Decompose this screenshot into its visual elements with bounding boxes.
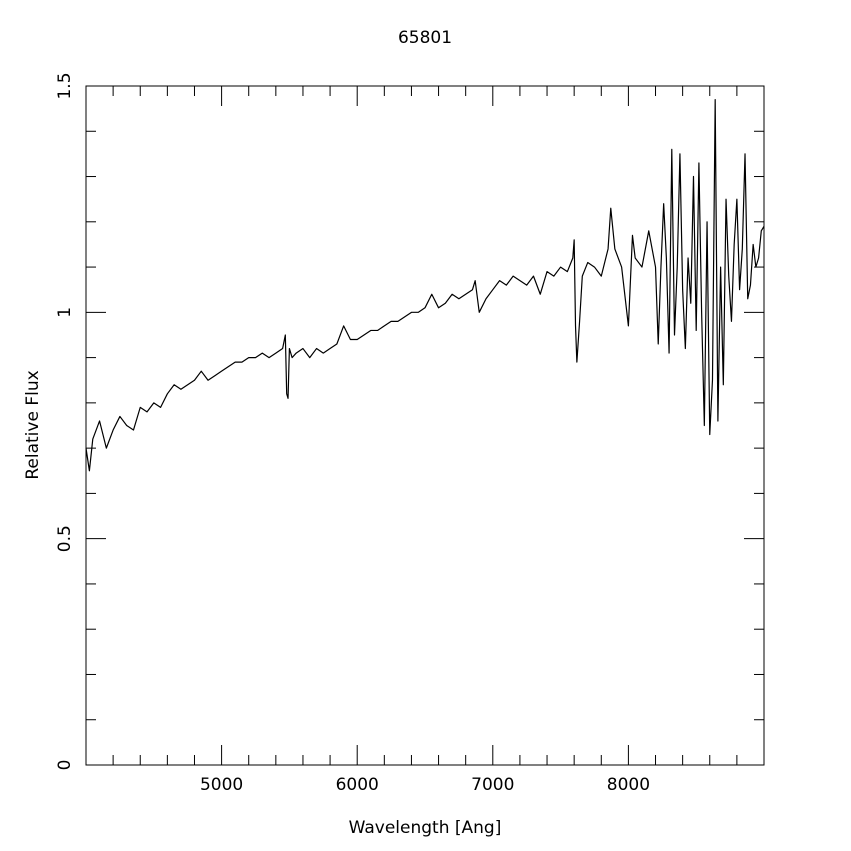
- y-tick-label: 1.5: [55, 72, 75, 99]
- x-tick-label: 6000: [336, 775, 379, 795]
- y-tick-label: 0.5: [55, 525, 75, 552]
- spectrum-line: [85, 98, 765, 472]
- x-tick-label: 5000: [200, 775, 243, 795]
- x-tick-label: 7000: [471, 775, 514, 795]
- y-tick-label: 1: [55, 307, 75, 318]
- y-tick-label: 0: [55, 760, 75, 771]
- x-tick-label: 8000: [607, 775, 650, 795]
- chart-title: 65801: [398, 28, 452, 48]
- plot-frame: [85, 85, 765, 766]
- x-axis-label: Wavelength [Ang]: [349, 818, 502, 838]
- y-axis-label: Relative Flux: [23, 370, 43, 479]
